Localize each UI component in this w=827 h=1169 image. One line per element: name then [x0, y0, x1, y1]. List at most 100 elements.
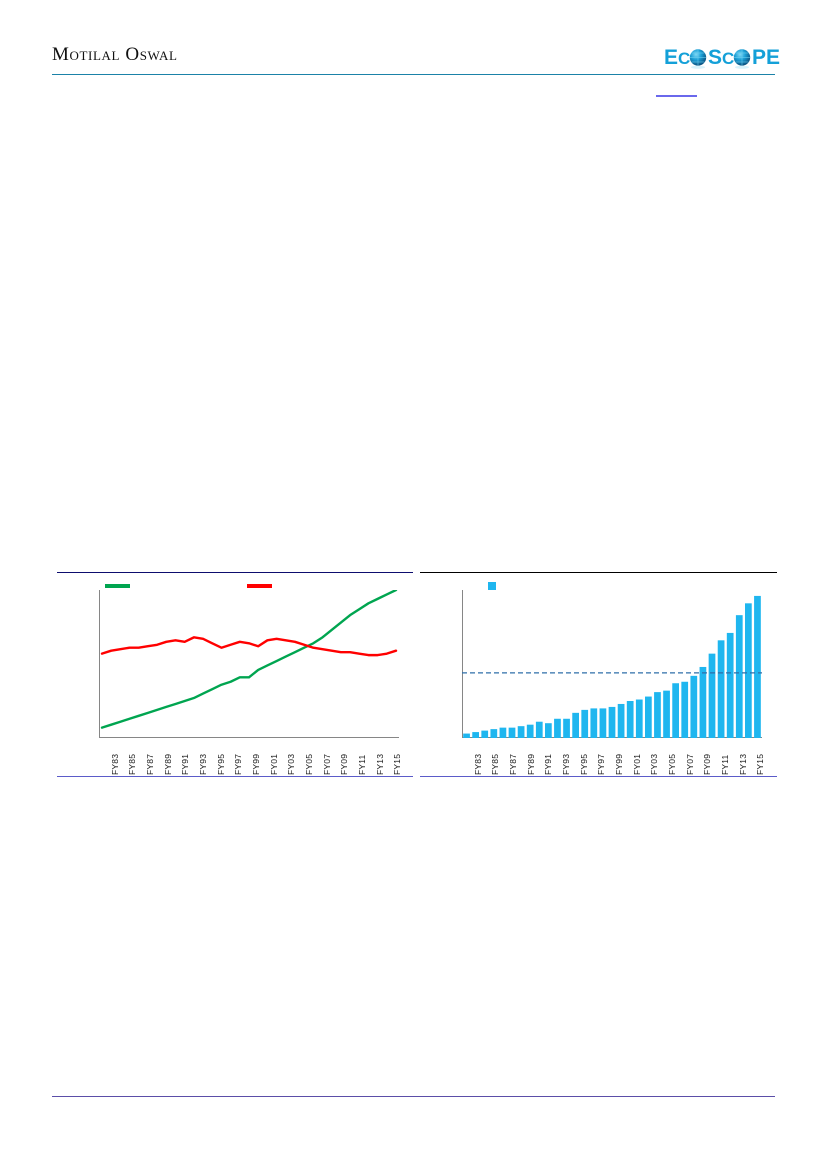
x-tick-label: FY93 [198, 753, 209, 775]
svg-text:S: S [708, 46, 722, 69]
panel-bottom-rule-right [420, 776, 777, 777]
y-axis-line-right [462, 590, 463, 738]
x-tick-label: FY99 [614, 753, 624, 775]
bar [635, 699, 643, 738]
y-axis-line-left [99, 590, 100, 738]
bar [581, 709, 589, 738]
bar [572, 712, 579, 738]
x-tick-label: FY15 [392, 753, 403, 775]
x-tick-label: FY89 [525, 753, 536, 775]
x-tick-label: FY89 [162, 753, 173, 775]
bar [490, 729, 498, 738]
x-tick-label: FY07 [321, 753, 332, 775]
svg-text:P: P [752, 46, 766, 69]
legend-entry[interactable] [247, 580, 276, 592]
svg-text:E: E [664, 46, 678, 69]
legend-swatch [488, 582, 496, 590]
panel-top-rule-left [57, 572, 413, 573]
x-axis-line-left [99, 737, 399, 738]
x-tick-label: FY05 [666, 753, 677, 775]
x-tick-label: FY83 [472, 753, 483, 775]
bar [554, 718, 561, 738]
panel-top-rule-right [420, 572, 777, 573]
exhibit-panel-left: FY83 FY85 FY87 FY89 FY91 FY93 FY95 FY97 FY99 FY01… [57, 565, 413, 795]
header-divider [52, 74, 775, 75]
svg-text:C: C [722, 49, 734, 68]
globe-icon-2 [733, 49, 751, 69]
svg-text:C: C [678, 49, 690, 68]
legend-entry[interactable] [488, 580, 500, 592]
svg-text:E: E [766, 46, 780, 69]
bar [699, 666, 707, 738]
bar [563, 718, 570, 738]
x-tick-label: FY15 [755, 753, 766, 775]
bar [717, 640, 725, 738]
bar [517, 726, 525, 738]
bar [472, 732, 479, 738]
x-tick-label: FY95 [215, 753, 226, 775]
x-tick-label: FY87 [508, 753, 519, 775]
x-tick-label: FY93 [561, 753, 572, 775]
brand-title: Motilal Oswal [52, 44, 177, 66]
bar [508, 727, 516, 738]
bar [672, 683, 679, 738]
x-tick-label: FY87 [145, 753, 156, 775]
x-tick-label: FY11 [719, 754, 730, 776]
x-tick-label: FY13 [737, 753, 748, 775]
header-link-underline[interactable] [656, 95, 697, 97]
bar [499, 727, 507, 738]
line-series [100, 590, 398, 729]
line-series [100, 636, 398, 657]
chart-legend-left [99, 580, 399, 592]
chart-legend-right [462, 580, 762, 592]
x-tick-label: FY83 [109, 753, 120, 775]
x-tick-label: FY91 [180, 753, 191, 775]
bar [590, 708, 598, 738]
line-chart-plot [99, 590, 399, 738]
x-tick-label: FY01 [631, 753, 642, 775]
x-tick-label: FY05 [303, 753, 314, 775]
bar [726, 632, 734, 738]
bar [754, 595, 761, 738]
bar [463, 733, 470, 738]
legend-entry[interactable] [105, 580, 134, 592]
bar [735, 615, 743, 738]
bar [690, 675, 698, 738]
bar [617, 703, 625, 738]
bar [481, 730, 489, 738]
bar [663, 690, 670, 738]
x-tick-label: FY97 [233, 753, 244, 775]
x-tick-label: FY99 [251, 753, 261, 775]
x-axis-tick-labels-left: FY83 FY85 FY87 FY89 FY91 FY93 FY95 FY97 FY99 FY01… [99, 741, 403, 777]
bar-series-group [462, 595, 762, 738]
x-tick-label: FY13 [374, 753, 385, 775]
x-tick-label: FY95 [578, 753, 589, 775]
bar [608, 706, 616, 738]
x-tick-label: FY01 [268, 753, 279, 775]
footer-divider [52, 1096, 775, 1097]
bar [745, 603, 752, 738]
x-tick-label: FY07 [684, 753, 695, 775]
x-tick-label: FY09 [702, 753, 713, 775]
exhibit-panel-right: FY83 FY85 FY87 FY89 FY91 FY93 FY95 FY97 FY99 FY01… [420, 565, 777, 795]
x-tick-label: FY03 [286, 753, 297, 775]
page-header: Motilal Oswal E C S C [0, 0, 827, 110]
bar [545, 723, 552, 738]
bar [681, 681, 689, 738]
bar [535, 721, 543, 738]
bar [645, 696, 652, 738]
x-tick-label: FY11 [356, 754, 367, 776]
legend-swatch [105, 584, 130, 588]
x-tick-label: FY09 [339, 753, 350, 775]
panel-bottom-rule-left [57, 776, 413, 777]
bar [599, 708, 607, 738]
bar [526, 724, 534, 738]
globe-icon-1 [689, 49, 707, 69]
bar [626, 701, 634, 738]
brand-title-text: Motilal Oswal [52, 44, 178, 65]
x-tick-label: FY03 [649, 753, 660, 775]
bar [654, 692, 661, 738]
x-tick-label: FY97 [596, 753, 607, 775]
bar [708, 653, 716, 738]
line-series-group [100, 590, 398, 729]
